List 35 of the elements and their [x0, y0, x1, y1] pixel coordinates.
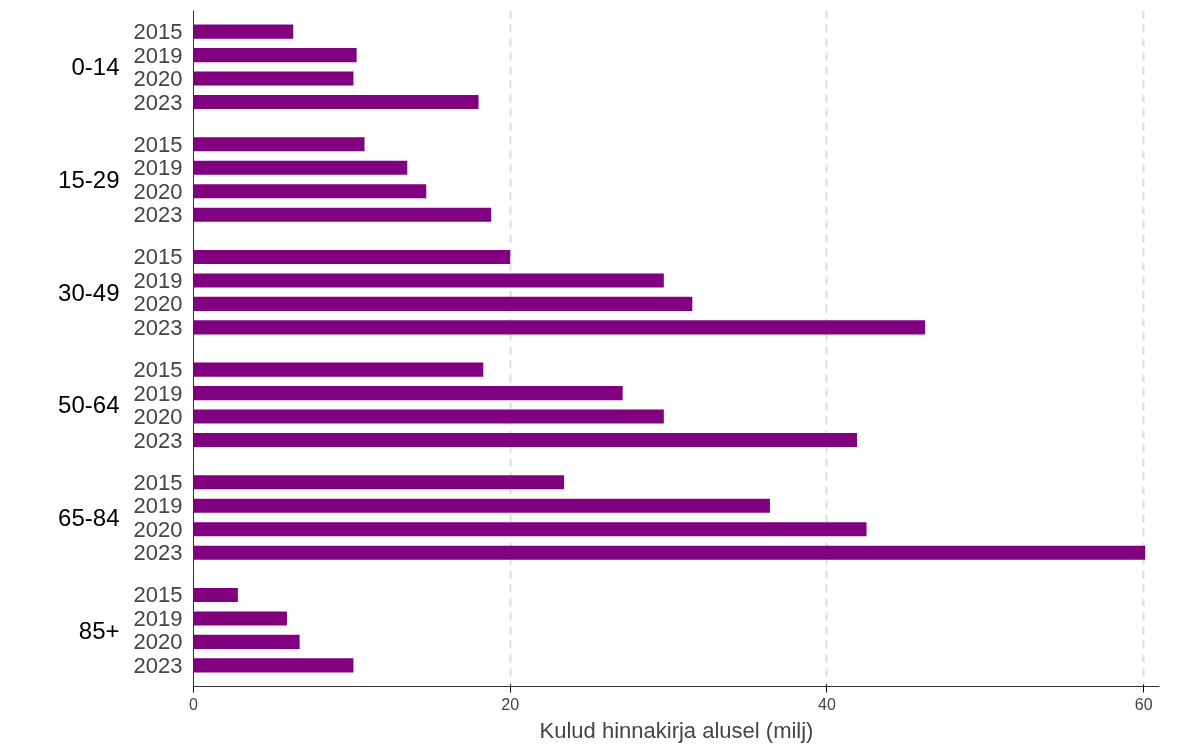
y-tick-label: 2020	[133, 178, 183, 204]
y-tick-label: 2020	[133, 66, 183, 92]
y-tick-label: 2023	[133, 202, 183, 228]
y-tick-label: 2019	[133, 380, 183, 406]
text: 0-14	[71, 53, 120, 81]
text: 15-29	[58, 166, 120, 193]
y-tick-label: 2015	[133, 469, 183, 495]
y-tick-label: 2015	[133, 582, 183, 608]
y-tick-label: 2015	[133, 19, 183, 45]
y-tick-label: 2019	[133, 605, 183, 631]
text: 50-64	[58, 391, 120, 419]
y-tick-label: 2020	[133, 629, 183, 655]
x-axis-title: Kulud hinnakirja alusel (milj)	[539, 717, 814, 743]
y-tick-label: 2015	[133, 131, 183, 157]
y-tick-label: 2019	[133, 42, 183, 68]
text: 30-49	[58, 278, 120, 306]
y-tick-label: 2023	[133, 314, 183, 340]
y-tick-label: 2019	[133, 493, 183, 519]
y-tick-label: 2023	[133, 89, 183, 115]
text: 85+	[78, 616, 120, 644]
y-tick-label: 2015	[133, 244, 183, 270]
y-tick-label: 2020	[133, 404, 183, 430]
y-tick-label: 2019	[133, 267, 183, 293]
x-tick-label: 0	[189, 695, 199, 713]
x-tick-label: 60	[1134, 695, 1153, 713]
y-tick-label: 2019	[133, 155, 183, 181]
text: 65-84	[58, 504, 120, 531]
x-tick-label: 20	[501, 695, 520, 713]
y-tick-label: 2020	[133, 291, 183, 317]
y-tick-label: 2020	[133, 516, 183, 542]
y-tick-label: 2015	[133, 357, 183, 383]
y-tick-label: 2023	[133, 540, 183, 566]
y-tick-label: 2023	[133, 652, 183, 678]
y-tick-label: 2023	[133, 427, 183, 453]
x-tick-label: 40	[818, 695, 836, 713]
